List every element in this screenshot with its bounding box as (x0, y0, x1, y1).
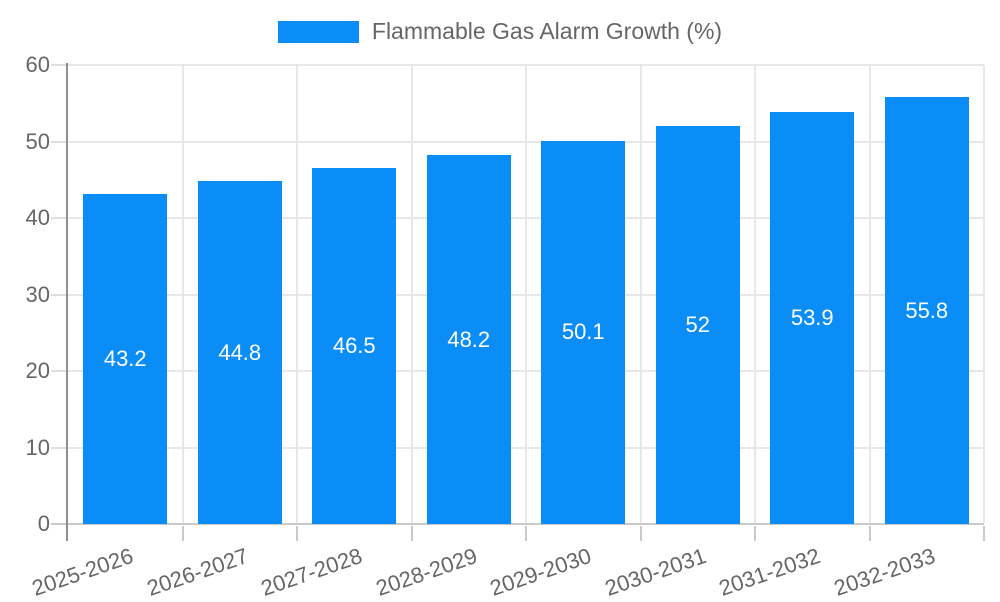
bar-2026-2027 (197, 181, 282, 524)
x-gridline (410, 65, 413, 523)
y-axis-tick (51, 293, 68, 296)
legend-item[interactable]: Flammable Gas Alarm Growth (%) (277, 18, 723, 45)
bar-2031-2032 (770, 111, 855, 524)
bar-value-label: 46.5 (332, 333, 376, 359)
x-axis-tick (639, 526, 642, 541)
bar-value-label: 48.2 (447, 326, 491, 352)
bar-2032-2033 (884, 97, 969, 524)
x-gridline (525, 65, 527, 523)
bar-2030-2031 (655, 126, 740, 524)
y-axis-tick-label: 10 (25, 434, 50, 460)
x-axis-tick (296, 526, 298, 541)
y-axis-tick (51, 217, 68, 219)
x-gridline (181, 65, 184, 523)
y-axis-tick-label: 60 (25, 52, 50, 77)
bar-value-label: 44.8 (218, 339, 262, 365)
y-axis-tick (51, 446, 68, 449)
y-axis-tick-label: 20 (25, 358, 50, 383)
bar-value-label: 43.2 (103, 345, 147, 371)
y-axis-tick (51, 140, 68, 143)
legend: Flammable Gas Alarm Growth (%) (0, 18, 1000, 45)
x-axis-tick (754, 526, 756, 541)
x-axis-tick (983, 526, 985, 541)
x-axis-line (51, 523, 984, 525)
bar-2025-2026 (83, 193, 168, 524)
y-axis-tick-label: 30 (25, 281, 50, 307)
y-axis-tick-label: 40 (25, 205, 50, 230)
y-axis-line (66, 63, 68, 541)
bar-value-label: 53.9 (790, 304, 834, 330)
legend-label: Flammable Gas Alarm Growth (%) (371, 18, 723, 44)
x-gridline (983, 65, 985, 523)
y-axis-tick (51, 370, 68, 372)
bar-value-label: 55.8 (905, 297, 949, 323)
x-gridline (754, 65, 756, 523)
y-axis-tick-label: 50 (25, 128, 50, 154)
bar-value-label: 50.1 (561, 319, 605, 345)
y-axis-tick-label: 0 (37, 511, 50, 536)
x-axis-tick (868, 526, 871, 541)
x-axis-tick (410, 526, 413, 541)
bar-2029-2030 (541, 140, 626, 524)
bar-2027-2028 (312, 168, 397, 524)
x-axis-tick (181, 526, 184, 541)
y-axis-tick (51, 64, 68, 66)
x-gridline (296, 65, 298, 523)
x-gridline (868, 65, 871, 523)
legend-swatch-icon (277, 20, 359, 43)
x-axis-tick (525, 526, 527, 541)
bar-value-label: 52 (685, 312, 710, 338)
bar-2028-2029 (426, 155, 511, 524)
x-gridline (639, 65, 642, 523)
